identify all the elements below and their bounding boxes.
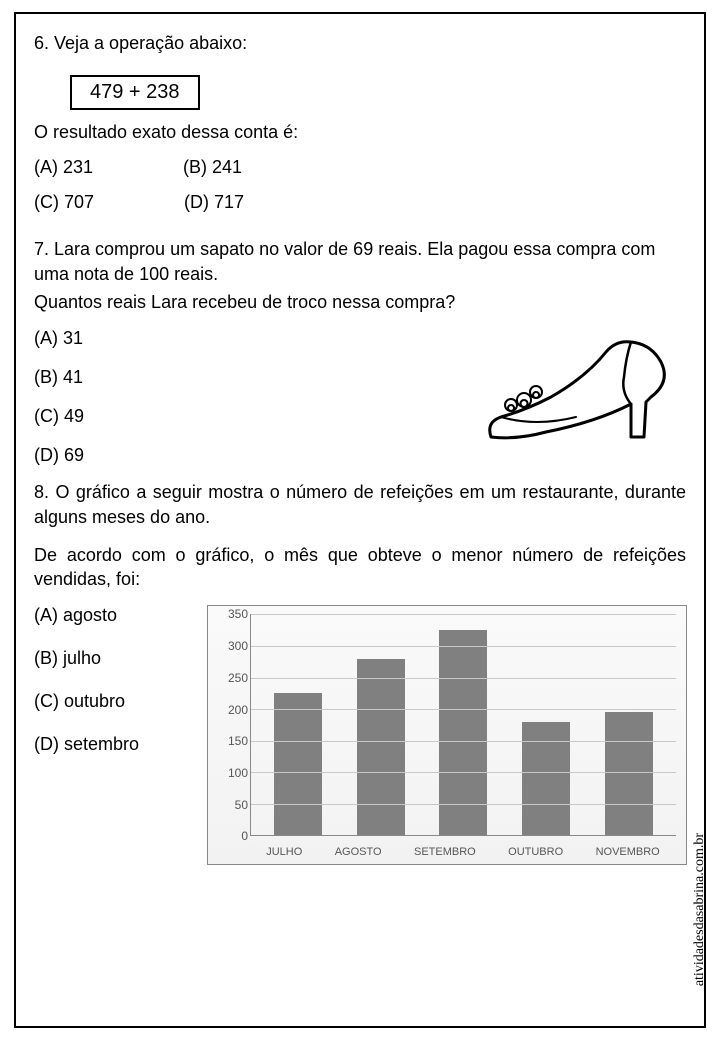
chart-bar	[605, 712, 653, 835]
chart-xlabel: OUTUBRO	[508, 846, 563, 858]
q6-opt-d[interactable]: (D) 717	[184, 192, 244, 213]
q7-opt-d[interactable]: (D) 69	[34, 445, 234, 466]
q8-opt-d[interactable]: (D) setembro	[34, 734, 189, 755]
chart-bar	[274, 693, 322, 835]
chart-ylabel: 100	[228, 766, 248, 780]
chart-ylabel: 50	[235, 798, 248, 812]
chart-ylabel: 250	[228, 671, 248, 685]
shoe-icon	[476, 332, 676, 462]
chart-gridline	[251, 646, 676, 647]
chart-ylabel: 200	[228, 703, 248, 717]
chart-gridline	[251, 772, 676, 773]
chart-gridline	[251, 678, 676, 679]
chart-xlabel: NOVEMBRO	[596, 846, 660, 858]
chart-bar	[357, 659, 405, 836]
q8-opt-b[interactable]: (B) julho	[34, 648, 189, 669]
chart-plot-area	[250, 614, 676, 836]
chart-wrap: JULHO AGOSTO SETEMBRO OUTUBRO NOVEMBRO 0 50 10…	[207, 605, 687, 865]
q7-opt-c[interactable]: (C) 49	[34, 406, 234, 427]
shoe-image-wrap	[234, 328, 686, 466]
chart-xlabel: AGOSTO	[335, 846, 382, 858]
q6-prompt: 6. Veja a operação abaixo:	[34, 32, 686, 55]
q6-opt-a[interactable]: (A) 231	[34, 157, 93, 178]
question-7: 7. Lara comprou um sapato no valor de 69…	[34, 237, 686, 466]
q8-opt-a[interactable]: (A) agosto	[34, 605, 189, 626]
q7-line2: Quantos reais Lara recebeu de troco ness…	[34, 290, 686, 314]
watermark: atividadesdasabrina.com.br	[692, 833, 708, 986]
q6-options-row1: (A) 231 (B) 241	[34, 157, 686, 178]
q8-options: (A) agosto (B) julho (C) outubro (D) set…	[34, 605, 189, 865]
q8-line2: De acordo com o gráfico, o mês que obtev…	[34, 543, 686, 592]
chart-gridline	[251, 804, 676, 805]
q6-expression-box: 479 + 238	[70, 75, 200, 110]
chart-xlabel: JULHO	[266, 846, 302, 858]
chart-xlabel: SETEMBRO	[414, 846, 476, 858]
q8-opt-c[interactable]: (C) outubro	[34, 691, 189, 712]
q6-subprompt: O resultado exato dessa conta é:	[34, 122, 686, 143]
q7-opt-b[interactable]: (B) 41	[34, 367, 234, 388]
question-8: 8. O gráfico a seguir mostra o número de…	[34, 480, 686, 865]
chart-gridline	[251, 614, 676, 615]
q6-opt-b[interactable]: (B) 241	[183, 157, 242, 178]
q6-opt-c[interactable]: (C) 707	[34, 192, 94, 213]
q7-opt-a[interactable]: (A) 31	[34, 328, 234, 349]
chart-xlabels: JULHO AGOSTO SETEMBRO OUTUBRO NOVEMBRO	[250, 846, 676, 858]
chart-gridline	[251, 741, 676, 742]
chart-ylabel: 350	[228, 607, 248, 621]
chart-ylabel: 300	[228, 639, 248, 653]
meals-bar-chart: JULHO AGOSTO SETEMBRO OUTUBRO NOVEMBRO 0 50 10…	[207, 605, 687, 865]
chart-ylabel: 150	[228, 734, 248, 748]
q6-options-row2: (C) 707 (D) 717	[34, 192, 686, 213]
chart-gridline	[251, 709, 676, 710]
q7-line1: 7. Lara comprou um sapato no valor de 69…	[34, 237, 686, 286]
chart-bars	[251, 614, 676, 835]
page-border: 6. Veja a operação abaixo: 479 + 238 O r…	[14, 12, 706, 1028]
q7-options: (A) 31 (B) 41 (C) 49 (D) 69	[34, 328, 234, 466]
chart-ylabel: 0	[241, 829, 248, 843]
chart-bar	[522, 722, 570, 836]
q8-line1: 8. O gráfico a seguir mostra o número de…	[34, 480, 686, 529]
